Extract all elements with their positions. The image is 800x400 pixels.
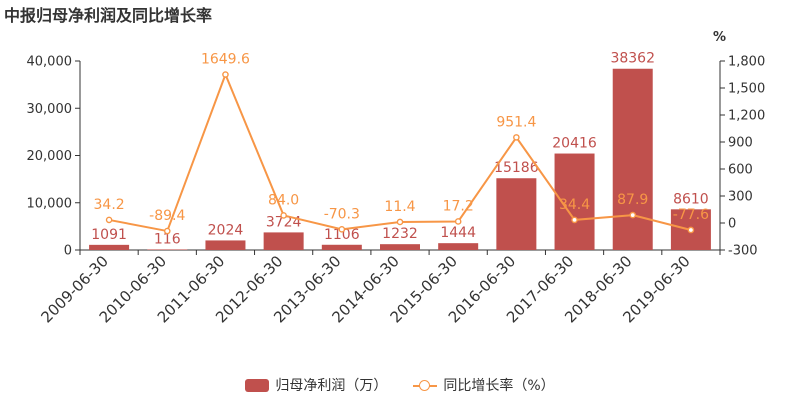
- bar-data-label: 1232: [382, 226, 418, 242]
- growth-data-label: 87.9: [617, 192, 648, 208]
- growth-data-label: 11.4: [384, 199, 415, 215]
- bar: [380, 244, 420, 250]
- right-axis-tick-label: 300: [728, 190, 753, 205]
- left-axis-tick-label: 30,000: [27, 102, 73, 117]
- right-axis-tick-label: 1,500: [728, 82, 765, 97]
- legend: 归母净利润（万） 同比增长率（%）: [0, 374, 800, 396]
- left-axis-tick-label: 20,000: [27, 149, 73, 164]
- right-axis-tick-label: 600: [728, 163, 753, 178]
- bar: [612, 68, 653, 250]
- growth-point: [629, 211, 637, 219]
- right-axis-tick-label: 0: [728, 217, 736, 232]
- bar: [205, 240, 246, 250]
- growth-data-label: 34.4: [559, 197, 590, 213]
- legend-item-line[interactable]: 同比增长率（%）: [413, 375, 555, 395]
- bar-data-label: 38362: [610, 51, 655, 67]
- growth-point: [571, 216, 578, 224]
- legend-line-label: 同比增长率（%）: [443, 378, 555, 394]
- growth-data-label: 17.2: [443, 198, 474, 214]
- bar-data-label: 1106: [324, 227, 360, 243]
- bar-data-label: 116: [154, 231, 181, 247]
- bar: [321, 244, 362, 250]
- growth-point: [338, 226, 346, 233]
- growth-point: [105, 216, 113, 224]
- growth-data-label: -70.3: [324, 206, 360, 222]
- chart-title: 中报归母净利润及同比增长率: [4, 6, 213, 25]
- growth-data-label: 34.2: [94, 197, 125, 213]
- right-axis-tick-label: 1,200: [728, 109, 765, 124]
- growth-data-label: -77.6: [673, 207, 709, 223]
- legend-bar-label: 归母净利润（万）: [275, 378, 388, 394]
- growth-data-label: 1649.6: [201, 52, 250, 68]
- bar: [89, 244, 130, 250]
- growth-point: [513, 134, 520, 141]
- bar-data-label: 1444: [440, 225, 476, 241]
- bar: [438, 243, 479, 250]
- bar-data-label: 1091: [91, 227, 127, 243]
- growth-point: [396, 218, 404, 226]
- right-axis-tick-label: 1,800: [728, 55, 765, 70]
- bar-data-label: 20416: [552, 136, 597, 152]
- growth-data-label: 84.0: [268, 192, 299, 208]
- growth-point: [454, 218, 462, 225]
- bar-data-label: 15186: [494, 160, 539, 176]
- right-axis-unit: %: [713, 30, 727, 45]
- growth-point: [163, 227, 171, 235]
- right-axis-tick-label: -300: [728, 244, 758, 259]
- left-axis-tick-label: 40,000: [27, 55, 73, 70]
- left-axis-tick-label: 10,000: [27, 196, 73, 211]
- legend-bar-swatch: [245, 378, 270, 392]
- growth-data-label: -89.4: [149, 208, 185, 224]
- legend-line-swatch: [413, 379, 438, 392]
- growth-point: [280, 212, 287, 219]
- bar-data-label: 2024: [208, 222, 244, 238]
- growth-data-label: 951.4: [496, 114, 536, 130]
- bar: [263, 232, 304, 250]
- growth-point: [687, 226, 695, 234]
- bar: [496, 178, 537, 250]
- right-axis-tick-label: 900: [728, 136, 753, 151]
- left-axis-tick-label: 0: [64, 244, 72, 259]
- growth-point: [222, 71, 229, 78]
- legend-item-bar[interactable]: 归母净利润（万）: [245, 375, 387, 395]
- bar: [147, 249, 188, 250]
- bar-data-label: 8610: [673, 191, 709, 207]
